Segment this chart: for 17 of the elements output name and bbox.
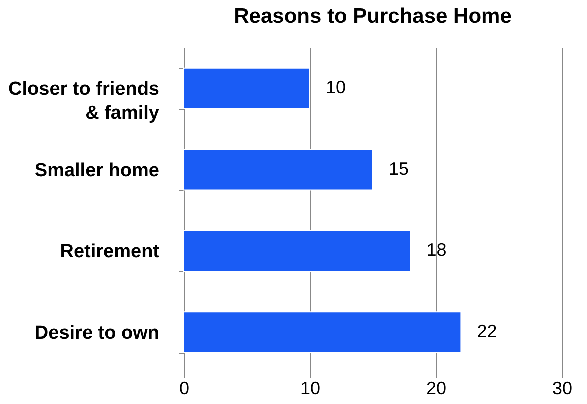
bar bbox=[184, 230, 412, 272]
x-tick-label: 20 bbox=[426, 378, 447, 398]
y-tick-label: Closer to friends & family bbox=[8, 79, 160, 124]
x-tick-label: 0 bbox=[179, 378, 190, 398]
bar bbox=[184, 68, 310, 110]
y-tick-label: Retirement bbox=[60, 242, 160, 263]
bar bbox=[184, 312, 462, 354]
y-tick-label: Smaller home bbox=[34, 160, 160, 182]
y-tick-label: Desire to own bbox=[34, 322, 160, 344]
x-tick-label: 10 bbox=[300, 378, 321, 398]
bar bbox=[184, 149, 374, 191]
chart-title: Reasons to Purchase Home bbox=[234, 5, 512, 28]
x-tick-label: 30 bbox=[552, 378, 573, 398]
data-label: 10 bbox=[326, 78, 346, 98]
data-label: 15 bbox=[389, 158, 410, 179]
data-label: 22 bbox=[477, 321, 498, 342]
data-label: 18 bbox=[426, 240, 447, 260]
